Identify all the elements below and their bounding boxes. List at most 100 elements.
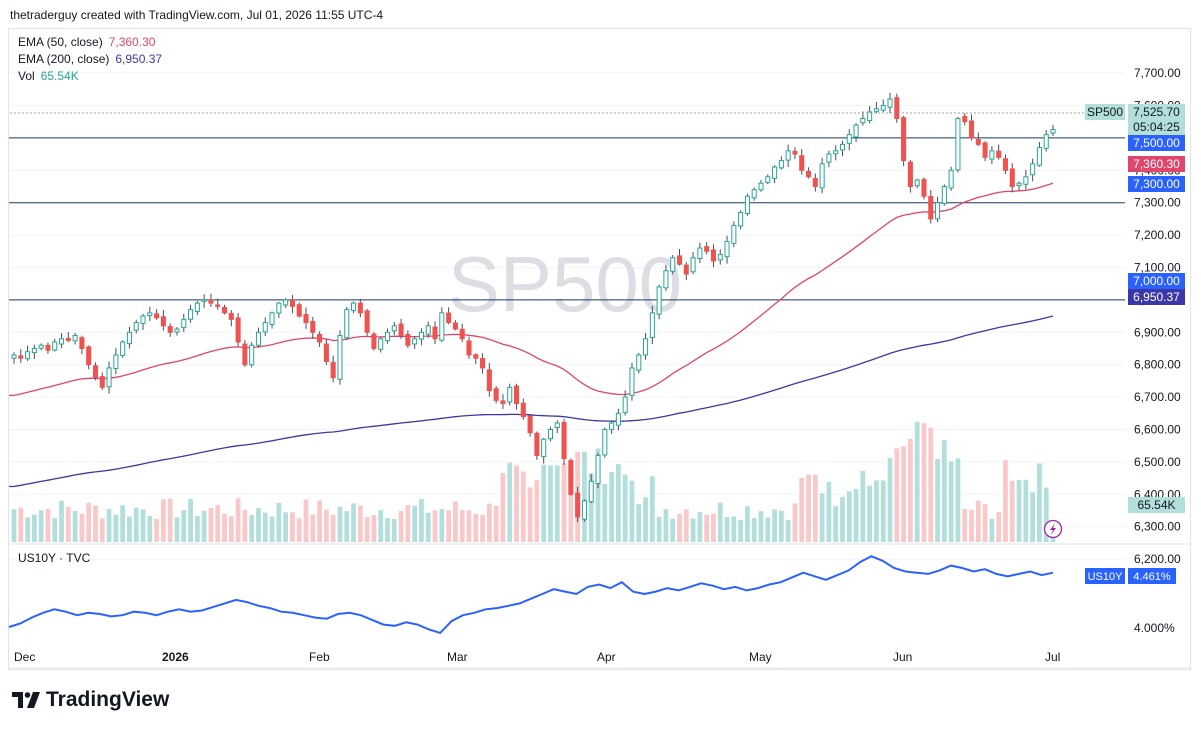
volume-bar <box>867 485 873 542</box>
candle-down <box>398 323 404 337</box>
badge-ema200: 6,950.37 <box>1133 290 1180 304</box>
candle-up <box>636 354 642 371</box>
volume-bar <box>690 518 696 542</box>
volume-bar <box>493 505 499 542</box>
candle-down <box>975 139 981 145</box>
x-tick-label: Apr <box>597 650 616 664</box>
candle-up <box>147 312 153 317</box>
candle-down <box>452 322 458 330</box>
candle-up <box>1036 147 1042 166</box>
candle-up <box>113 354 119 369</box>
volume-bar <box>317 500 322 542</box>
volume-bar <box>975 500 981 542</box>
volume-bar <box>982 504 988 542</box>
volume-bar <box>588 473 594 542</box>
candle-up <box>554 422 560 428</box>
volume-bar <box>371 515 377 542</box>
legend: EMA (50, close) 7,360.30 EMA (200, close)… <box>18 34 162 85</box>
volume-bar <box>262 512 268 542</box>
candle-down <box>296 304 302 317</box>
volume-bar <box>194 515 200 542</box>
x-tick-label: Feb <box>309 650 330 664</box>
volume-bar <box>772 509 777 542</box>
candle-down <box>683 264 689 275</box>
legend-ema200-label: EMA (200, close) <box>18 52 110 66</box>
volume-bar <box>894 448 900 542</box>
volume-bar <box>425 512 431 542</box>
candle-down <box>520 402 526 418</box>
ema50-line <box>9 182 1054 397</box>
tradingview-logo[interactable]: TradingView <box>12 688 169 712</box>
badge-level-7500-bg <box>1128 135 1185 151</box>
volume-bar <box>59 500 64 542</box>
candle-up <box>249 344 255 366</box>
volume-bar <box>745 506 750 542</box>
candle-down <box>480 358 486 369</box>
candle-down <box>710 249 716 262</box>
candle-down <box>473 354 479 359</box>
y-tick-label: 6,500.00 <box>1134 455 1181 469</box>
volume-bar <box>595 448 601 542</box>
volume-bar <box>636 504 642 542</box>
x-tick-label: Jun <box>893 650 912 664</box>
volume-bar <box>324 509 329 542</box>
candle-up <box>588 480 594 503</box>
volume-bar <box>548 465 553 542</box>
lightning-icon[interactable] <box>1043 519 1063 539</box>
candle-down <box>928 196 934 220</box>
legend-ema50[interactable]: EMA (50, close) 7,360.30 <box>18 34 162 51</box>
volume-bar <box>290 512 295 542</box>
y-tick-label: 6,700.00 <box>1134 390 1181 404</box>
candle-up <box>629 367 635 396</box>
volume-bar <box>609 471 614 542</box>
candle-down <box>500 400 506 405</box>
candle-up <box>581 500 587 520</box>
candle-down <box>799 155 805 171</box>
us10y-badge: US10Y 4.461% <box>1085 568 1176 584</box>
candle-down <box>704 246 710 252</box>
candle-up <box>412 338 418 345</box>
candle-up <box>846 134 852 144</box>
candle-up <box>955 117 961 171</box>
volume-bar <box>670 518 676 542</box>
candle-down <box>289 299 295 307</box>
volume-bar <box>955 458 961 542</box>
volume-bar <box>391 518 397 542</box>
badge-symbol-bg <box>1085 104 1125 120</box>
volume-bar <box>602 484 608 542</box>
candle-up <box>120 341 126 356</box>
volume-bar <box>459 510 465 542</box>
legend-ema200[interactable]: EMA (200, close) 6,950.37 <box>18 51 162 68</box>
legend-vol[interactable]: Vol 65.54K <box>18 68 162 85</box>
volume-bar <box>147 516 153 542</box>
candle-down <box>92 365 99 379</box>
candle-down <box>79 337 85 350</box>
candle-up <box>547 429 554 440</box>
x-tick-label: May <box>749 650 772 664</box>
volume-bar <box>697 512 703 542</box>
y-tick-label: 7,100.00 <box>1134 261 1181 275</box>
candle-up <box>914 179 920 187</box>
volume-bar <box>18 507 24 542</box>
volume-bar <box>11 509 17 542</box>
time-axis[interactable]: Dec 2026 Feb Mar Apr May Jun Jul <box>14 650 1060 664</box>
candle-up <box>778 160 784 169</box>
volume-bar <box>507 462 513 542</box>
legend-ema50-value: 7,360.30 <box>108 35 156 49</box>
candle-up <box>201 299 207 302</box>
candle-up <box>615 412 621 426</box>
badge-volume: 65.54K <box>1137 498 1175 512</box>
volume-bar <box>751 518 757 542</box>
volume-bar <box>792 503 798 542</box>
us10y-line <box>8 555 1054 635</box>
tradingview-logo-text: TradingView <box>46 688 170 711</box>
volume-bar <box>344 511 350 542</box>
candle-down <box>446 312 452 324</box>
y-tick-label: 6,900.00 <box>1134 325 1181 339</box>
candle-down <box>493 388 499 401</box>
candle-down <box>371 333 377 349</box>
volume-bar <box>466 510 472 542</box>
candle-down <box>235 317 241 343</box>
volume-bar <box>174 517 180 542</box>
